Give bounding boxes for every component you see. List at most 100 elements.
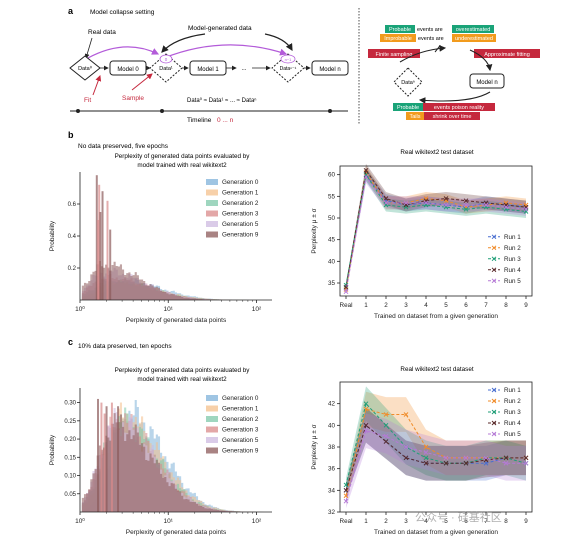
legend-label: Generation 3	[222, 211, 259, 218]
data-point	[363, 174, 369, 180]
series-line	[345, 424, 526, 491]
legend-label: Run 3	[504, 256, 521, 263]
data0-label: Data⁰	[78, 65, 93, 72]
legend-label: Run 5	[504, 431, 521, 438]
data0-node: Data⁰	[69, 55, 101, 81]
y-tick-label: 32	[328, 509, 336, 516]
ellipsis: ...	[241, 66, 246, 72]
panel-a-title: Model collapse setting	[90, 9, 155, 16]
hist-spikes	[97, 398, 120, 512]
panel-c-line-title: Real wikitext2 test dataset	[400, 366, 473, 373]
legend-label: Run 4	[504, 420, 521, 427]
legend-marker	[491, 278, 497, 284]
legend-marker	[491, 409, 497, 415]
hist-spike	[109, 229, 112, 300]
row3-a: Probable	[397, 105, 419, 111]
y-tick-label: 60	[328, 172, 336, 179]
panel-c-hist-title-1: Perplexity of generated data points eval…	[115, 367, 251, 374]
panel-a-label: a	[68, 6, 74, 16]
data-point	[443, 202, 449, 208]
real-data-arrow	[84, 37, 93, 59]
x-axis-label: Trained on dataset from a given generati…	[374, 529, 498, 536]
legend-swatch	[206, 416, 218, 422]
hist-series-generation-9	[81, 261, 272, 300]
legend-swatch	[206, 395, 218, 401]
row2-b: events are	[418, 36, 444, 42]
approx-fitting-label: Approximate fitting	[484, 52, 530, 58]
legend-label: Run 5	[504, 278, 521, 285]
x-tick-label: 4	[424, 518, 428, 525]
data-point	[483, 202, 489, 208]
watermark: 公众号 · 硅基社区	[415, 510, 502, 524]
band-run-3	[346, 386, 526, 492]
x-tick-label: 5	[444, 302, 448, 309]
data-point	[403, 455, 409, 461]
row4-a: Tails	[409, 114, 420, 120]
legend-swatch	[206, 447, 218, 454]
row4-b: shrink over time	[433, 114, 472, 120]
data-point	[443, 196, 449, 201]
data-point	[383, 196, 389, 201]
x-tick-label: 4	[424, 302, 428, 309]
y-tick-label: 0.15	[64, 455, 76, 461]
data-point	[423, 460, 429, 466]
data-point	[423, 455, 429, 461]
data-point	[483, 455, 489, 461]
data-point	[503, 460, 509, 466]
data-point	[383, 439, 389, 444]
plot-frame	[339, 165, 533, 297]
series-run-4	[343, 422, 529, 493]
data-point	[363, 428, 369, 434]
hist-spike	[106, 200, 109, 300]
panel-b-hist-title-1: Perplexity of generated data points eval…	[115, 153, 251, 160]
equation: Data⁰ ≈ Data¹ ≈ ... ≈ Dataⁿ	[187, 97, 257, 104]
data-point	[463, 455, 469, 461]
finite-sampling-tag: Finite sampling	[368, 49, 420, 58]
row3: Probable events poison reality	[393, 103, 495, 111]
legend-marker	[491, 267, 497, 273]
hist-spike	[105, 406, 108, 512]
legend: Run 1 Run 2 Run 3 Run 4 Run 5	[488, 387, 521, 438]
loop-arrow-1	[399, 45, 447, 63]
y-tick-label: 0.05	[64, 492, 76, 498]
band-run-3	[346, 168, 526, 288]
y-axis-label: Probability	[49, 220, 56, 251]
row1-a: Probable	[389, 27, 411, 33]
data-point	[363, 401, 369, 407]
legend-label: Generation 0	[222, 179, 259, 186]
x-tick-label: 10¹	[164, 518, 174, 525]
timeline-label: Timeline	[187, 117, 212, 124]
legend-label: Generation 5	[222, 221, 259, 228]
legend-marker	[491, 420, 497, 426]
data-point	[423, 200, 429, 206]
legend-swatch	[206, 426, 218, 433]
legend-label: Generation 1	[222, 190, 259, 197]
finite-sampling-label: Finite sampling	[376, 52, 413, 58]
x-tick-label: 7	[484, 302, 488, 309]
data-point	[503, 204, 509, 210]
right-model-label: Model n	[476, 80, 497, 86]
x-tick-label: 6	[464, 302, 468, 309]
hist-spike	[97, 220, 100, 300]
charts-layer: 10⁰ 10¹ 10² 0.2 0.4 0.6 Perplexity of generate…	[49, 163, 533, 536]
panel-b-label: b	[68, 130, 74, 140]
hist-spike	[99, 212, 102, 300]
legend-swatch	[206, 405, 218, 412]
data-point	[523, 206, 529, 212]
x-axis-label: Trained on dataset from a given generati…	[374, 313, 498, 320]
panel-b-subtitle: No data preserved, five epochs	[78, 143, 169, 150]
data-point	[523, 455, 529, 461]
legend-label: Run 2	[504, 398, 521, 405]
sample-label: Sample	[122, 95, 144, 102]
panel-c: c 10% data preserved, ten epochs Perplex…	[68, 337, 474, 383]
hist-bars	[81, 261, 272, 300]
hist-spike	[110, 402, 113, 512]
y-tick-label: 40	[328, 258, 336, 265]
y-tick-label: 0.10	[64, 474, 76, 480]
legend-label: Generation 0	[222, 395, 259, 402]
x-tick-label: 9	[524, 518, 528, 525]
series-run-5	[343, 174, 529, 295]
data-point	[443, 455, 449, 461]
row2-c: underestimated	[455, 36, 493, 42]
